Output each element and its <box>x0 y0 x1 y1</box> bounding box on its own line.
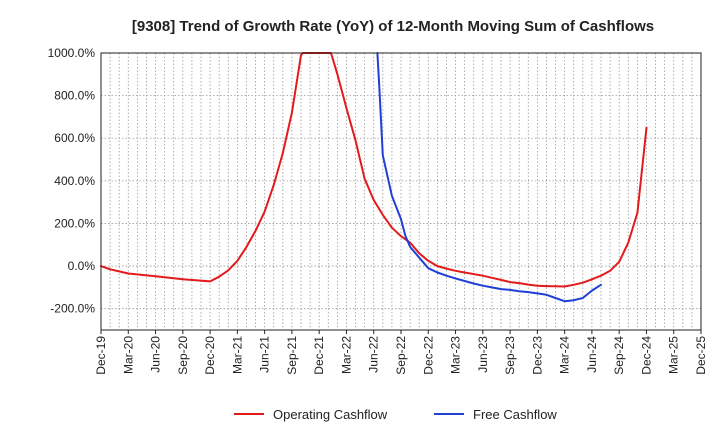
series-line-free-cashflow <box>376 52 602 303</box>
x-tick-label: Sep-22 <box>394 336 408 375</box>
x-tick-label: Sep-23 <box>503 336 517 375</box>
x-tick-label: Dec-19 <box>94 336 108 375</box>
x-tick-label: Dec-21 <box>312 336 326 375</box>
x-tick-label: Jun-21 <box>258 336 272 373</box>
x-tick-label: Mar-24 <box>558 336 572 374</box>
x-tick-label: Sep-24 <box>612 336 626 375</box>
x-tick-label: Dec-20 <box>203 336 217 375</box>
y-tick-label: 200.0% <box>54 216 95 230</box>
x-tick-label: Sep-20 <box>176 336 190 375</box>
x-tick-label: Dec-25 <box>694 336 708 375</box>
x-tick-label: Jun-23 <box>476 336 490 373</box>
x-tick-label: Sep-21 <box>285 336 299 375</box>
y-tick-label: 800.0% <box>54 89 95 103</box>
legend-label-free-cashflow: Free Cashflow <box>473 407 557 422</box>
x-tick-label: Dec-23 <box>530 336 544 375</box>
y-tick-label: 1000.0% <box>48 46 96 60</box>
y-tick-label: 0.0% <box>68 259 96 273</box>
grid <box>101 52 701 330</box>
x-tick-label: Mar-20 <box>121 336 135 374</box>
x-tick-label: Mar-21 <box>230 336 244 374</box>
x-tick-label: Jun-24 <box>585 336 599 373</box>
plot-area-frame <box>100 52 702 331</box>
x-tick-label: Mar-22 <box>339 336 353 374</box>
y-tick-label: 400.0% <box>54 174 95 188</box>
x-tick-label: Jun-22 <box>367 336 381 373</box>
series-line-operating-cashflow <box>100 52 648 288</box>
x-tick-label: Dec-22 <box>421 336 435 375</box>
legend-label-operating-cashflow: Operating Cashflow <box>273 407 388 422</box>
x-tick-label: Mar-23 <box>449 336 463 374</box>
y-tick-label: -200.0% <box>50 302 95 316</box>
x-tick-label: Mar-25 <box>667 336 681 374</box>
x-tick-label: Dec-24 <box>639 336 653 375</box>
legend: Operating Cashflow Free Cashflow <box>234 407 557 422</box>
series-lines <box>100 52 648 303</box>
y-tick-label: 600.0% <box>54 131 95 145</box>
x-tick-label: Jun-20 <box>149 336 163 373</box>
x-axis-ticks: Dec-19 Mar-20 Jun-20 Sep-20 Dec-20 Mar-21 Jun-… <box>94 330 708 375</box>
y-axis-ticks: 1000.0% 800.0% 600.0% 400.0% 200.0% 0.0% -200.… <box>48 46 96 316</box>
chart-title: [9308] Trend of Growth Rate (YoY) of 12-… <box>132 18 654 35</box>
